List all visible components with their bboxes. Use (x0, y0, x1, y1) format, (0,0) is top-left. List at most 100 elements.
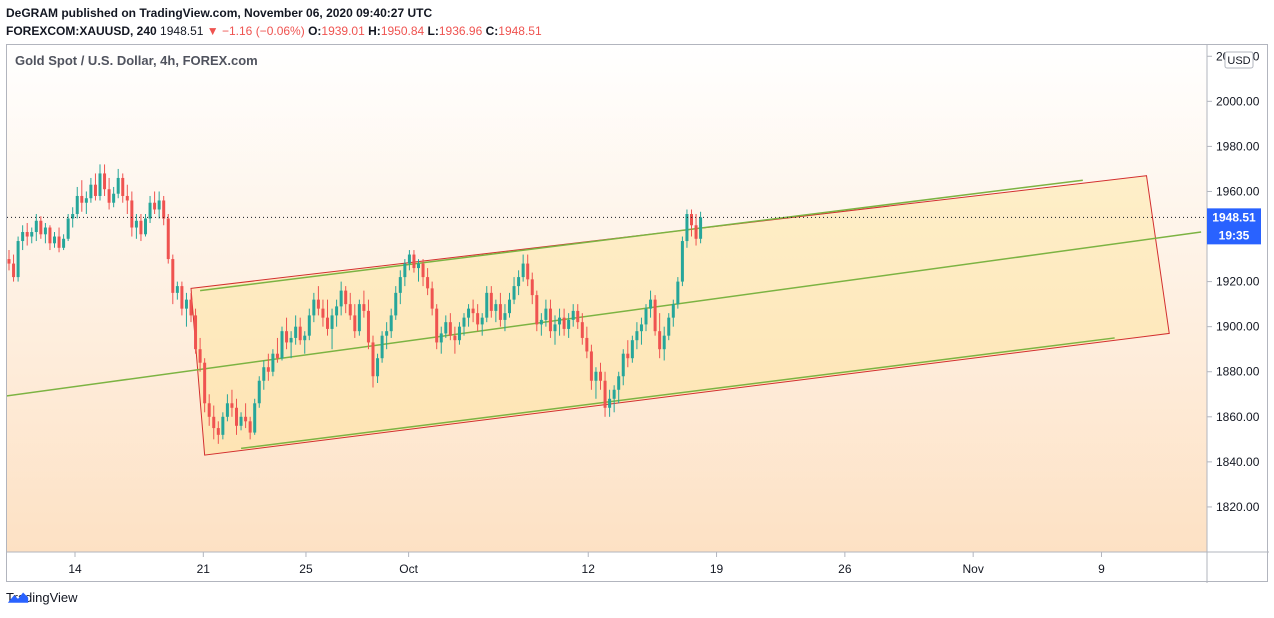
candle-body (444, 322, 448, 334)
candle-body (225, 403, 229, 417)
candle (130, 191, 134, 237)
candle-body (153, 202, 157, 210)
candle-body (685, 214, 689, 242)
channel-line-middle[interactable] (7, 231, 1202, 399)
candle-body (612, 389, 616, 399)
candle (294, 315, 298, 345)
open-label: O: (308, 24, 322, 38)
candle-body (480, 317, 484, 325)
price-change: ▼ −1.16 (−0.06%) (206, 24, 305, 38)
candle-body (280, 331, 284, 359)
candle (89, 177, 93, 203)
candle (471, 299, 475, 323)
y-tick-label: 1920.00 (1216, 275, 1260, 289)
candle-body (676, 281, 680, 305)
candle (16, 236, 20, 282)
candle-body (639, 324, 643, 332)
candle-body (312, 299, 316, 316)
candle-body (84, 198, 88, 203)
candle (594, 367, 598, 399)
candle-body (212, 416, 216, 429)
time-axis[interactable]: 14 21 25 Oct 12 19 26 Nov 9 (68, 552, 1105, 576)
candle-body (430, 288, 434, 309)
candle (430, 281, 434, 316)
candle-body (371, 342, 375, 377)
candle (553, 315, 557, 345)
candle (53, 232, 56, 248)
candle-body (376, 358, 380, 377)
channel-layer (7, 175, 1202, 456)
candle-body (635, 331, 639, 341)
candle (385, 322, 389, 350)
candle (635, 322, 639, 350)
candle-body (626, 353, 630, 359)
x-tick-label: Oct (399, 562, 418, 576)
currency-badge[interactable]: USD (1224, 51, 1254, 69)
candle-body (125, 195, 129, 201)
candle-body (389, 315, 393, 332)
candle (357, 299, 361, 336)
price-axis[interactable]: 1820.00 1840.00 1860.00 1880.00 1900.00 1920.… (1207, 49, 1261, 514)
publish-line: DeGRAM published on TradingView.com, Nov… (6, 6, 433, 20)
candle (262, 360, 266, 390)
candle-body (380, 335, 384, 359)
candle (321, 299, 325, 327)
candle-body (16, 241, 20, 278)
candle (285, 317, 289, 350)
footer-brand[interactable]: TradingView (6, 590, 78, 605)
candle (576, 304, 580, 329)
candle-body (248, 421, 252, 433)
candle (230, 389, 234, 417)
chart-frame[interactable]: 1820.00 1840.00 1860.00 1880.00 1900.00 1920.… (6, 44, 1269, 583)
y-tick-label: 2000.00 (1216, 94, 1260, 108)
candle-body (439, 333, 443, 343)
candle (644, 304, 648, 332)
candle-body (189, 299, 193, 316)
candle-body (89, 184, 93, 199)
y-tick-label: 1980.00 (1216, 139, 1260, 153)
candle (344, 286, 348, 314)
y-tick-label: 1900.00 (1216, 320, 1260, 334)
candle-body (253, 403, 257, 433)
candle (134, 214, 138, 239)
candle-body (175, 286, 179, 293)
candle-body (121, 177, 125, 196)
candle-body (25, 232, 29, 237)
candle (517, 270, 521, 296)
candle-body (180, 286, 184, 309)
candle-body (457, 326, 461, 341)
candle-body (30, 232, 34, 237)
candle (562, 308, 566, 336)
candle-body (93, 184, 97, 196)
chart-svg[interactable]: 1820.00 1840.00 1860.00 1880.00 1900.00 1920.… (7, 45, 1269, 583)
candle (62, 234, 66, 251)
candle (339, 281, 343, 316)
candle (180, 281, 184, 316)
candle (380, 331, 384, 363)
channel-line-lower[interactable] (240, 337, 1115, 450)
candle (376, 353, 380, 383)
candle-body (112, 193, 116, 203)
ohlc-line: FOREXCOM:XAUUSD, 240 1948.51 ▼ −1.16 (−0… (6, 22, 542, 40)
candle (489, 286, 493, 318)
plot-background (7, 45, 1207, 552)
candle (530, 272, 534, 305)
candle-body (157, 200, 161, 210)
candle-body (7, 259, 11, 264)
channel-box[interactable] (190, 175, 1170, 456)
candle (139, 214, 143, 242)
candle-body (548, 308, 552, 332)
candle (116, 168, 120, 199)
candle-body (166, 218, 170, 260)
candle-body (330, 315, 334, 329)
candle-body (107, 189, 111, 203)
candle-body (230, 403, 234, 408)
candle-body (348, 304, 352, 316)
channel-line-upper[interactable] (200, 179, 1083, 292)
candle-body (385, 331, 389, 336)
candle-body (194, 315, 198, 350)
candle (494, 299, 498, 323)
candle (603, 371, 607, 417)
candle-body (580, 322, 584, 338)
candle (248, 416, 252, 440)
